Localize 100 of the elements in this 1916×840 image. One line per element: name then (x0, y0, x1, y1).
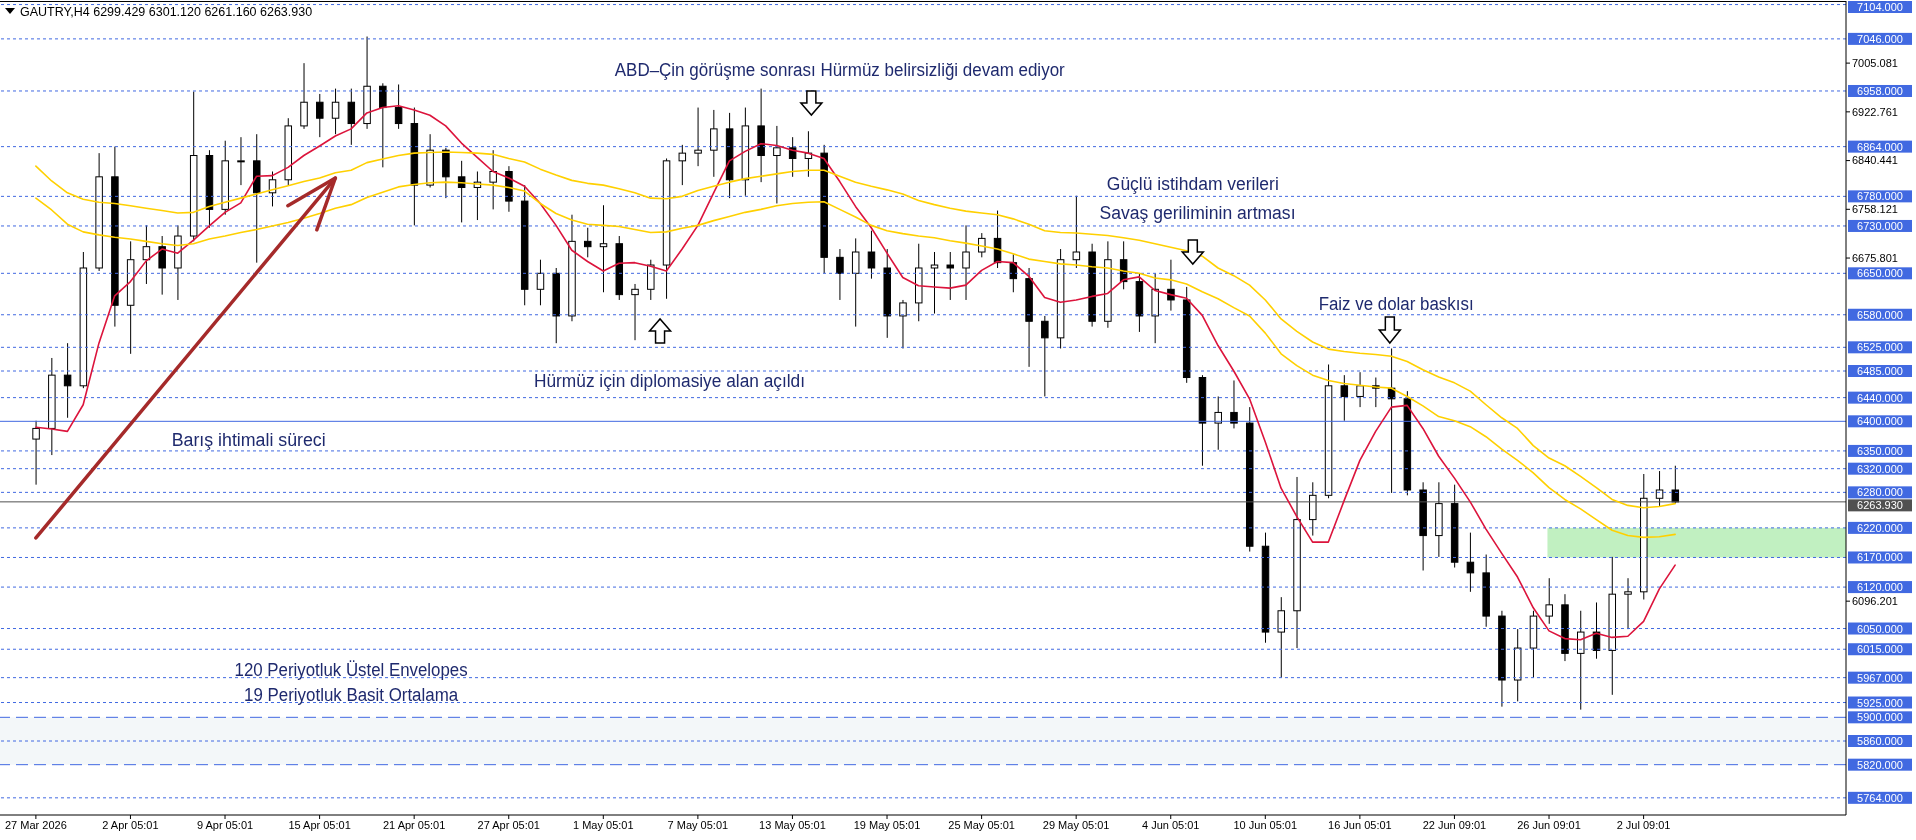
y-tick-label: 7005.081 (1852, 57, 1898, 70)
candlestick (63, 342, 72, 419)
candlestick (331, 88, 340, 135)
candlestick (962, 224, 970, 301)
ref-line-label: 5967.000 (1857, 671, 1903, 684)
ref-line-label: 6580.000 (1857, 308, 1903, 321)
candlestick (631, 283, 639, 341)
ref-line-label: 6120.000 (1857, 581, 1903, 594)
candlestick (788, 136, 797, 178)
ref-line-label: 6170.000 (1857, 551, 1903, 564)
candlestick (583, 227, 592, 258)
ref-line-label: 6220.000 (1857, 521, 1903, 534)
ref-line-label: 6400.000 (1857, 415, 1903, 428)
y-tick-label: 6922.761 (1852, 105, 1898, 118)
candlestick (773, 125, 781, 204)
candlestick (457, 160, 466, 223)
ref-line-label: 5820.000 (1857, 758, 1903, 771)
x-tick-label: 19 May 05:01 (853, 818, 921, 831)
candlestick (678, 144, 687, 186)
x-tick-label: 16 Jun 05:01 (1328, 818, 1392, 831)
ref-line-label: 5925.000 (1857, 696, 1903, 709)
ref-line-label: 6263.930 (1857, 499, 1903, 512)
annotation: Savaş geriliminin artması (1099, 203, 1301, 223)
candlestick (1167, 259, 1175, 312)
candlestick (1356, 371, 1364, 408)
ref-line-label: 6864.000 (1857, 140, 1903, 153)
annotation: Barış ihtimali süreci (171, 430, 328, 450)
candlestick (347, 88, 356, 146)
candlestick (930, 251, 939, 315)
ref-line-label: 5860.000 (1857, 735, 1903, 747)
ref-line-label: 6780.000 (1857, 190, 1903, 203)
y-tick-label: 6675.801 (1852, 251, 1898, 264)
candlestick (899, 299, 907, 349)
annotation: 19 Periyotluk Basit Ortalama (244, 685, 473, 705)
y-tick-label: 6096.201 (1852, 595, 1898, 608)
candlestick (237, 136, 245, 186)
candlestick (300, 62, 308, 130)
candlestick (867, 230, 876, 280)
annotation: Güçlü istihdam verileri (1106, 174, 1284, 194)
candlestick (599, 204, 608, 293)
candlestick (1576, 610, 1585, 711)
ref-line-label: 6015.000 (1857, 643, 1903, 656)
y-tick-label: 6840.441 (1852, 154, 1898, 167)
candlestick (1041, 315, 1049, 397)
ref-line-label: 6485.000 (1857, 365, 1903, 377)
annotation: ABD–Çin görüşme sonrası Hürmüz belirsizliği devam ediyor (614, 60, 1092, 80)
x-tick-label: 2 Jul 09:01 (1616, 818, 1671, 831)
x-tick-label: 10 Jun 05:01 (1233, 818, 1298, 831)
y-tick-label: 6758.121 (1852, 203, 1898, 216)
x-tick-label: 4 Jun 05:01 (1141, 818, 1200, 831)
ref-line-label: 5900.000 (1857, 711, 1903, 724)
x-tick-label: 9 Apr 05:01 (196, 818, 254, 831)
candlestick (394, 83, 403, 130)
x-tick-label: 26 Jun 09:01 (1517, 818, 1581, 831)
candlestick (1214, 395, 1222, 451)
candlestick (536, 259, 545, 306)
candlestick (32, 420, 40, 486)
ref-line-label: 6730.000 (1857, 219, 1903, 232)
chart-title: GAUTRY,H4 6299.429 6301.120 6261.160 6263.930 (20, 5, 313, 19)
ref-line-label: 7104.000 (1857, 1, 1903, 13)
x-tick-label: 22 Jun 09:01 (1422, 818, 1487, 831)
ref-line-label: 7046.000 (1857, 32, 1903, 45)
x-tick-label: 7 May 05:01 (667, 818, 729, 831)
ref-line-label: 6320.000 (1857, 462, 1903, 475)
candlestick (851, 237, 860, 328)
x-tick-label: 2 Apr 05:01 (102, 818, 159, 831)
candlestick (1545, 577, 1553, 625)
candlestick (316, 93, 324, 138)
candlestick (1466, 532, 1475, 593)
candlestick (1655, 470, 1664, 507)
candlestick (1277, 596, 1286, 679)
candlestick (836, 248, 844, 301)
ref-line-label: 6958.000 (1857, 84, 1903, 97)
x-tick-label: 21 Apr 05:01 (382, 818, 446, 831)
candlestick (1340, 374, 1349, 422)
candlestick (379, 82, 387, 168)
candlestick (978, 232, 986, 258)
ref-line-label: 6050.000 (1857, 622, 1903, 635)
ref-line-label: 6440.000 (1857, 391, 1903, 404)
candlestick (158, 235, 166, 296)
ref-line-label: 6350.000 (1857, 444, 1903, 457)
ref-line-label: 5764.000 (1857, 791, 1903, 804)
x-tick-label: 25 May 05:01 (948, 818, 1015, 831)
candlestick (1009, 253, 1018, 293)
x-tick-label: 29 May 05:01 (1042, 818, 1110, 831)
candlestick (946, 251, 955, 301)
x-tick-label: 13 May 05:01 (759, 818, 826, 831)
candlestick (1072, 195, 1081, 269)
candlestick (694, 107, 702, 167)
candlestick (1230, 379, 1238, 429)
candlestick (710, 109, 718, 178)
candlestick (489, 149, 497, 210)
x-tick-label: 1 May 05:01 (573, 818, 634, 831)
ref-line-label: 6525.000 (1857, 341, 1903, 354)
ref-line-label: 6650.000 (1857, 267, 1903, 280)
x-tick-label: 27 Mar 2026 (5, 818, 67, 831)
annotation: Hürmüz için diplomasiye alan açıldı (534, 371, 817, 391)
x-tick-label: 15 Apr 05:01 (288, 818, 351, 831)
annotation: 120 Periyotluk Üstel Envelopes (234, 660, 484, 680)
ref-line-label: 6280.000 (1857, 486, 1903, 499)
